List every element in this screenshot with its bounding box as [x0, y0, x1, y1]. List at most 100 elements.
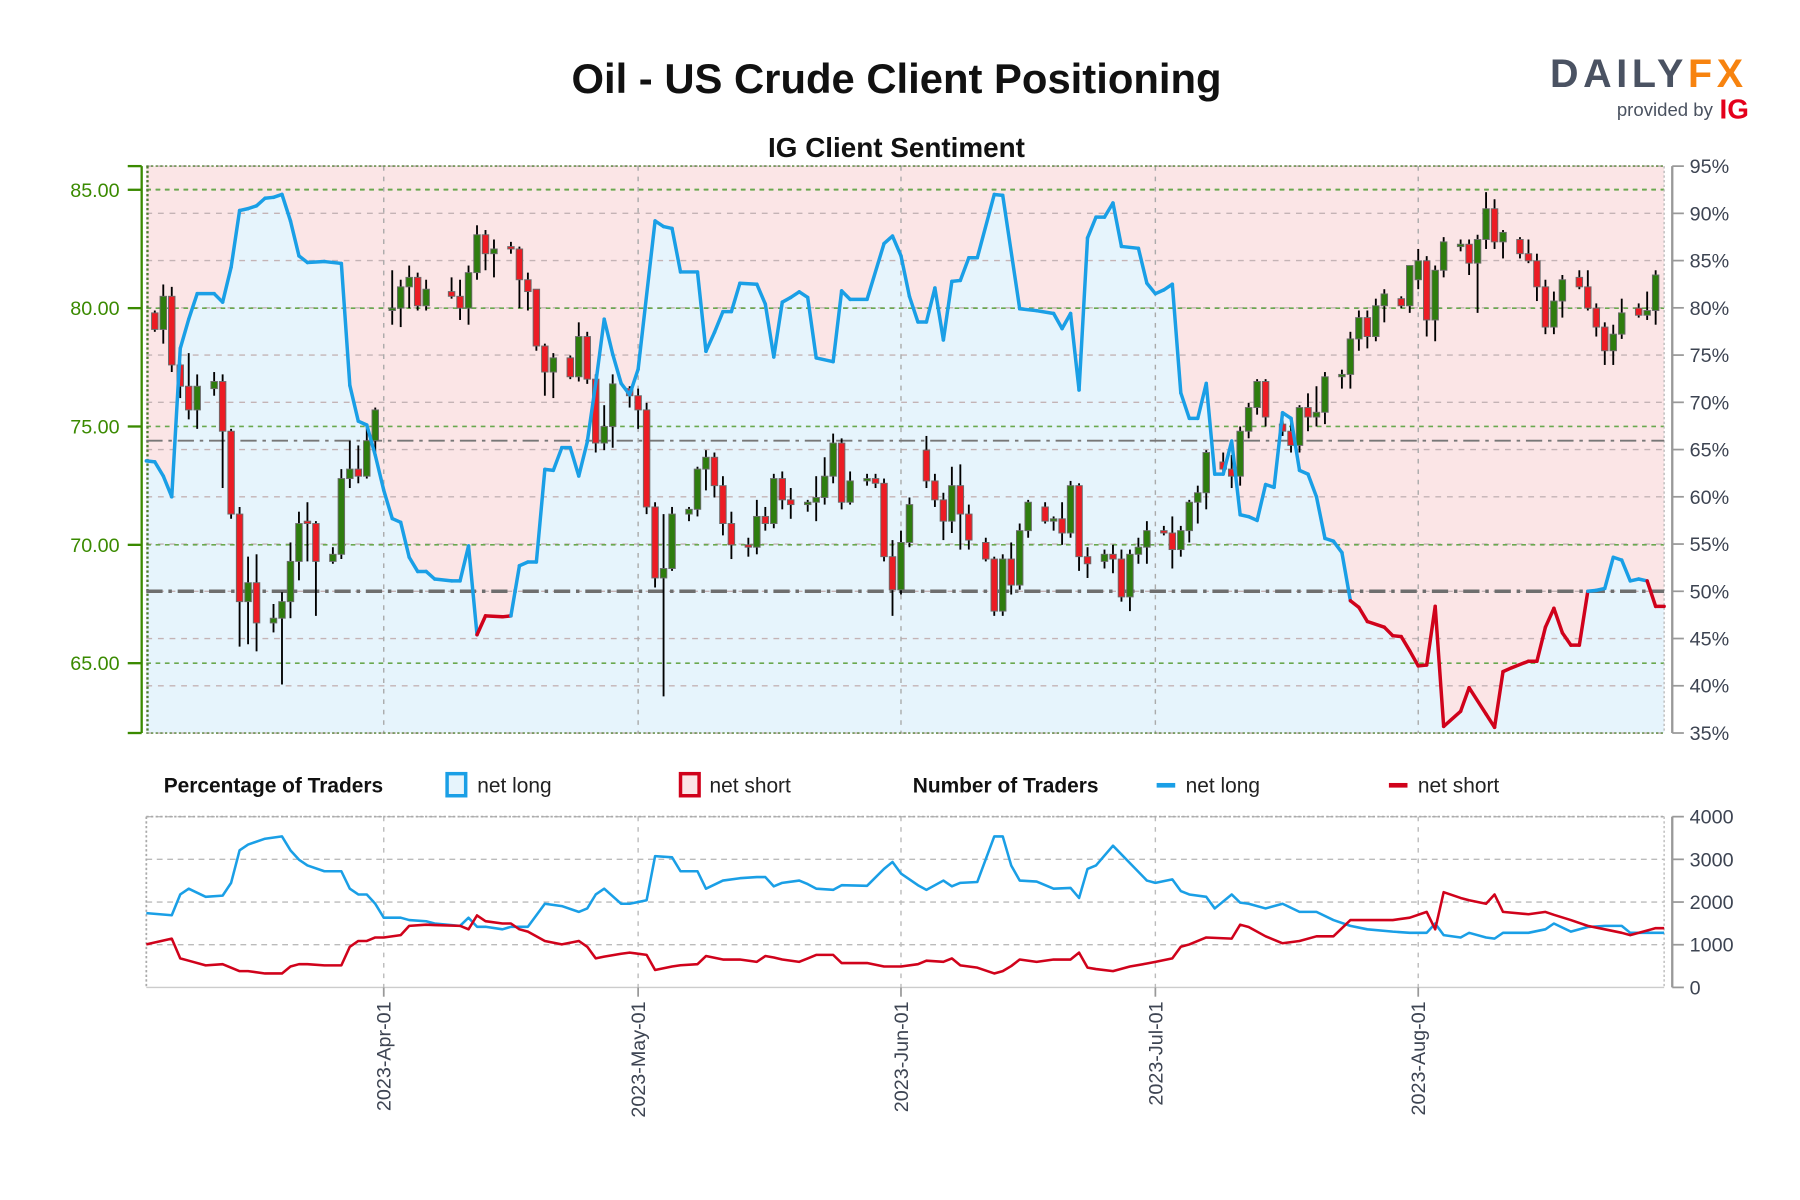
- net-long-percent-segment: [619, 381, 632, 397]
- net-long-percent-segment: [577, 440, 589, 478]
- candle-up: [659, 568, 668, 579]
- net-long-percent-segment: [975, 192, 997, 260]
- candle-up: [193, 385, 201, 411]
- net-long-percent-segment: [1085, 215, 1098, 240]
- net-long-percent-segment: [729, 281, 742, 314]
- candle-up: [1346, 338, 1355, 375]
- net-long-percent-segment: [1102, 201, 1115, 219]
- net-long-percent-segment: [1348, 598, 1361, 610]
- candle-down: [1363, 317, 1372, 338]
- candle-down: [1397, 298, 1405, 307]
- candle-down: [1592, 307, 1601, 328]
- net-long-percent-segment: [1145, 281, 1158, 296]
- candle-down: [727, 523, 736, 546]
- candle-up: [846, 480, 854, 503]
- net-long-percent-segment: [1340, 550, 1353, 603]
- candle-up: [600, 426, 608, 444]
- net-long-percent-segment: [1179, 391, 1192, 421]
- candle-up: [1126, 553, 1134, 598]
- candle-up: [405, 276, 413, 288]
- candle-up: [346, 468, 354, 480]
- net-long-percent-segment: [1196, 381, 1208, 421]
- candle-up: [278, 601, 286, 619]
- net-long-percent-segment: [458, 544, 471, 583]
- net-long-percent-segment: [1492, 669, 1505, 730]
- candle-down: [1541, 286, 1550, 328]
- net-long-percent-segment: [1314, 495, 1327, 541]
- percent-tick-label: 70%: [1690, 392, 1729, 414]
- candle-down: [642, 409, 651, 508]
- legend-pct-net-short-swatch: [678, 771, 701, 798]
- legend: Percentage of Traders net long net short…: [164, 771, 1499, 798]
- candle-up: [286, 560, 295, 603]
- candle-down: [1007, 558, 1015, 586]
- candle-up: [1202, 452, 1210, 494]
- logo-daily: DAILY: [1550, 52, 1688, 96]
- price-tick-label: 70.00: [70, 535, 119, 557]
- net-long-percent-segment: [1543, 606, 1556, 629]
- candle-up: [1499, 231, 1507, 243]
- candle-down: [1601, 326, 1609, 352]
- candle-up: [1244, 407, 1253, 432]
- candle-down: [524, 279, 532, 293]
- candle-up: [1295, 407, 1304, 446]
- candle-up: [770, 478, 778, 524]
- net-long-percent-segment: [755, 282, 768, 306]
- candle-down: [151, 312, 159, 330]
- candle-down: [1575, 276, 1584, 288]
- net-long-percent-segment: [475, 614, 488, 637]
- candle-up: [1618, 312, 1626, 335]
- candle-down: [761, 515, 770, 524]
- candle-up: [685, 508, 693, 515]
- net-long-percent-segment: [1068, 311, 1081, 392]
- net-long-percent-segment: [1331, 539, 1344, 555]
- net-long-percent-segment: [831, 289, 844, 364]
- net-long-percent-segment: [1560, 631, 1573, 647]
- net-long-percent-segment: [1577, 589, 1590, 647]
- candle-up: [1049, 518, 1058, 522]
- legend-number-heading: Number of Traders: [913, 774, 1099, 797]
- trader-count-plot: 0 1000 2000 3000 4000: [145, 807, 1734, 999]
- net-long-percent-segment: [398, 520, 411, 560]
- candle-down: [965, 513, 973, 541]
- net-long-percent-segment: [1255, 482, 1268, 523]
- net-long-percent-segment: [254, 196, 267, 208]
- candle-up: [1024, 501, 1032, 532]
- net-long-percent-segment: [882, 234, 895, 246]
- net-long-percent-segment: [1272, 410, 1285, 490]
- net-long-percent-segment: [670, 226, 683, 274]
- net-long-percent-segment: [365, 423, 378, 457]
- percent-tick-label: 75%: [1690, 345, 1729, 367]
- candle-up: [1321, 376, 1329, 413]
- percent-tick-label: 50%: [1690, 581, 1729, 603]
- candle-down: [541, 345, 549, 373]
- net-long-percent-segment: [1306, 472, 1319, 499]
- candle-down: [778, 478, 786, 501]
- net-long-percent-segment: [348, 383, 361, 423]
- candle-up: [863, 478, 871, 482]
- candle-down: [651, 506, 659, 579]
- net-long-percent-segment: [890, 234, 903, 258]
- candle-up: [473, 234, 481, 274]
- net-long-percent-segment: [424, 569, 437, 581]
- candle-up: [1066, 485, 1075, 534]
- net-long-percent-segment: [1034, 308, 1056, 316]
- net-long-percent-segment: [1365, 619, 1387, 629]
- candle-down: [990, 558, 998, 612]
- legend-pct-net-long: net long: [477, 774, 551, 797]
- net-long-percent-segment: [585, 381, 598, 444]
- candle-up: [1609, 333, 1617, 352]
- candle-down: [634, 395, 642, 411]
- candle-down: [456, 295, 464, 309]
- net-long-percent-segment: [170, 346, 182, 499]
- net-long-percent-segment: [772, 300, 785, 359]
- net-long-percent-segment: [1289, 416, 1302, 473]
- net-long-percent-segment: [1000, 193, 1022, 311]
- candle-down: [185, 385, 193, 411]
- net-long-percent-segment: [924, 286, 937, 324]
- candle-down: [1117, 558, 1126, 598]
- logo-fx: FX: [1688, 52, 1748, 96]
- candle-up: [422, 288, 430, 307]
- candle-up: [549, 357, 558, 373]
- candle-down: [1634, 307, 1643, 316]
